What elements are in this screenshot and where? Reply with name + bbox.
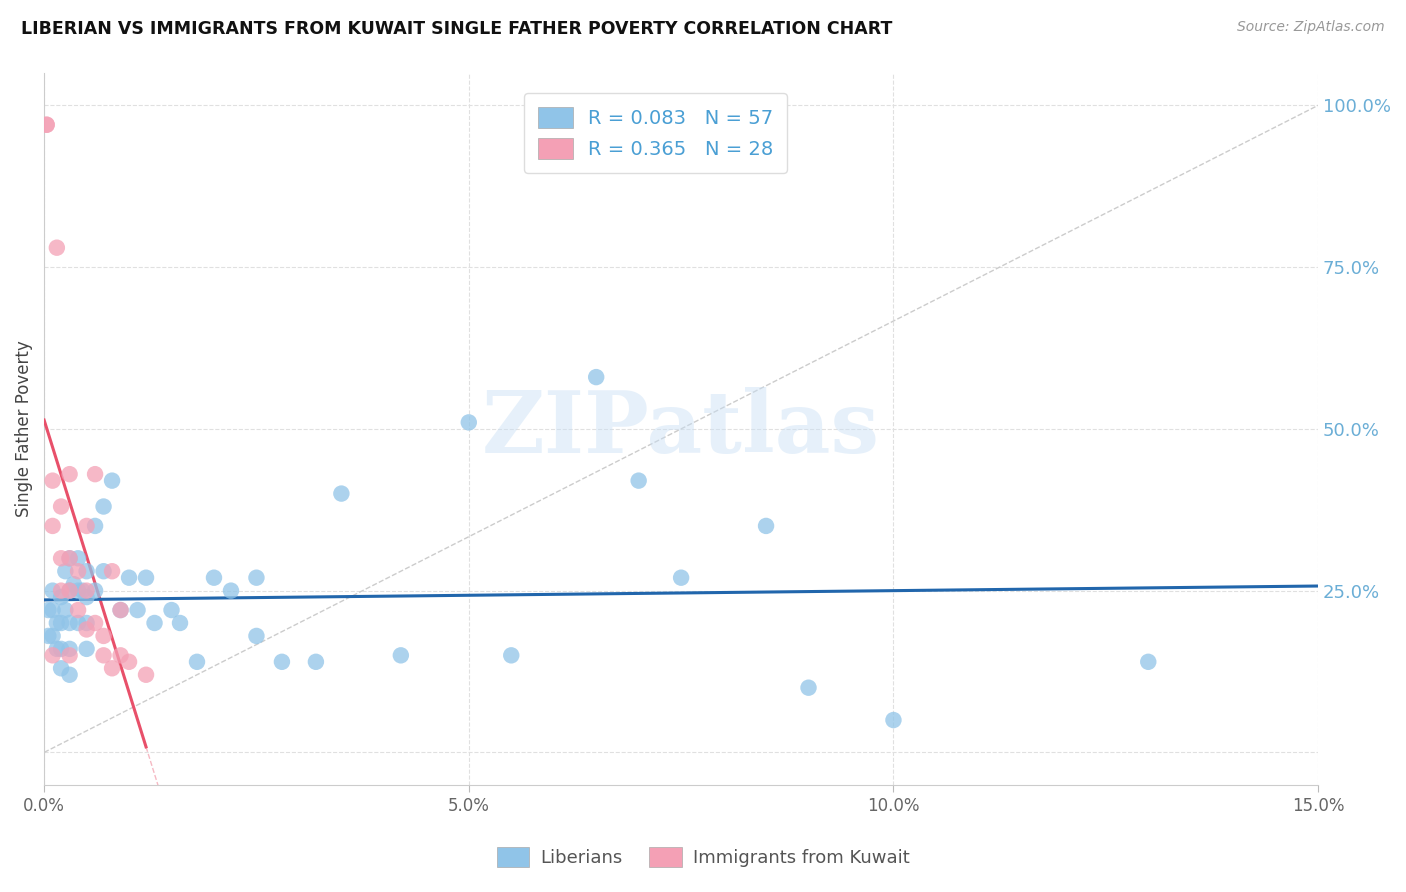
Point — [49, 583, 72, 598]
Point — [53, 603, 76, 617]
Point — [135, 571, 157, 585]
Point — [118, 655, 141, 669]
Point — [797, 681, 820, 695]
Point — [755, 519, 778, 533]
Point — [76, 519, 98, 533]
Point — [457, 416, 479, 430]
Point — [45, 241, 67, 255]
Point — [58, 551, 80, 566]
Point — [110, 648, 132, 663]
Point — [101, 474, 124, 488]
Point — [135, 667, 157, 681]
Point — [76, 615, 98, 630]
Point — [41, 474, 63, 488]
Point — [160, 603, 183, 617]
Point — [41, 629, 63, 643]
Point — [63, 577, 86, 591]
Point — [49, 615, 72, 630]
Point — [169, 615, 191, 630]
Point — [93, 648, 115, 663]
Point — [669, 571, 692, 585]
Point — [67, 564, 90, 578]
Point — [58, 583, 80, 598]
Point — [41, 648, 63, 663]
Point — [271, 655, 294, 669]
Point — [110, 603, 132, 617]
Point — [389, 648, 412, 663]
Point — [76, 564, 98, 578]
Point — [1137, 655, 1160, 669]
Point — [72, 583, 94, 598]
Point — [186, 655, 208, 669]
Point — [49, 500, 72, 514]
Point — [127, 603, 149, 617]
Point — [67, 551, 90, 566]
Point — [84, 615, 107, 630]
Point — [76, 583, 98, 598]
Point — [305, 655, 328, 669]
Point — [101, 564, 124, 578]
Point — [202, 571, 225, 585]
Point — [219, 583, 242, 598]
Point — [143, 615, 166, 630]
Point — [101, 661, 124, 675]
Point — [501, 648, 523, 663]
Point — [58, 467, 80, 482]
Point — [84, 519, 107, 533]
Point — [58, 641, 80, 656]
Point — [49, 590, 72, 604]
Point — [45, 641, 67, 656]
Point — [67, 615, 90, 630]
Point — [67, 603, 90, 617]
Point — [110, 603, 132, 617]
Point — [41, 603, 63, 617]
Point — [49, 641, 72, 656]
Point — [76, 623, 98, 637]
Point — [67, 583, 90, 598]
Point — [93, 629, 115, 643]
Point — [245, 571, 267, 585]
Point — [49, 551, 72, 566]
Text: LIBERIAN VS IMMIGRANTS FROM KUWAIT SINGLE FATHER POVERTY CORRELATION CHART: LIBERIAN VS IMMIGRANTS FROM KUWAIT SINGL… — [21, 20, 893, 37]
Point — [58, 551, 80, 566]
Point — [58, 667, 80, 681]
Point — [35, 118, 58, 132]
Point — [627, 474, 650, 488]
Text: ZIPatlas: ZIPatlas — [482, 387, 880, 471]
Text: Source: ZipAtlas.com: Source: ZipAtlas.com — [1237, 20, 1385, 34]
Point — [37, 603, 59, 617]
Point — [58, 583, 80, 598]
Point — [58, 615, 80, 630]
Point — [84, 583, 107, 598]
Point — [41, 583, 63, 598]
Point — [585, 370, 607, 384]
Point — [37, 629, 59, 643]
Point — [330, 486, 353, 500]
Legend: Liberians, Immigrants from Kuwait: Liberians, Immigrants from Kuwait — [489, 839, 917, 874]
Point — [245, 629, 267, 643]
Point — [882, 713, 904, 727]
Point — [35, 118, 58, 132]
Legend: R = 0.083   N = 57, R = 0.365   N = 28: R = 0.083 N = 57, R = 0.365 N = 28 — [524, 94, 787, 173]
Point — [93, 500, 115, 514]
Point — [76, 641, 98, 656]
Point — [58, 648, 80, 663]
Point — [93, 564, 115, 578]
Point — [45, 615, 67, 630]
Point — [41, 519, 63, 533]
Point — [84, 467, 107, 482]
Point — [76, 590, 98, 604]
Point — [53, 564, 76, 578]
Point — [49, 661, 72, 675]
Y-axis label: Single Father Poverty: Single Father Poverty — [15, 341, 32, 517]
Point — [118, 571, 141, 585]
